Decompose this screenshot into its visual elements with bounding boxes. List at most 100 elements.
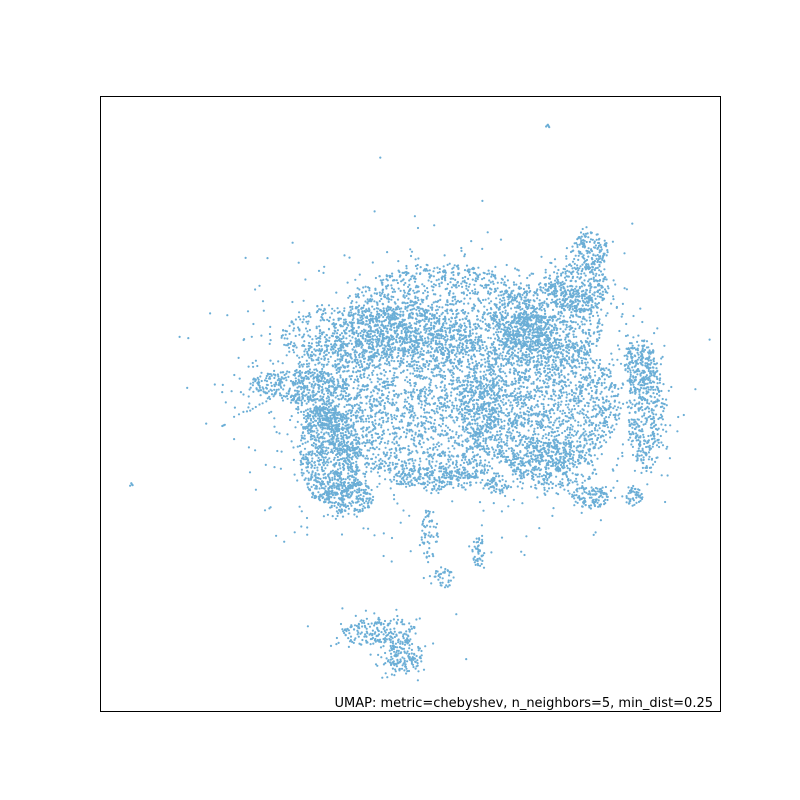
scatter-point [583, 378, 586, 381]
scatter-point [370, 381, 373, 384]
scatter-point [395, 427, 398, 430]
scatter-point [378, 442, 381, 445]
scatter-point [534, 420, 538, 423]
scatter-point [506, 431, 509, 434]
scatter-point [550, 434, 553, 437]
scatter-point [258, 284, 261, 287]
scatter-point [355, 301, 358, 304]
scatter-point [315, 358, 318, 361]
scatter-point [459, 411, 462, 414]
scatter-point [523, 421, 526, 424]
scatter-point [375, 398, 378, 401]
scatter-point [452, 303, 455, 306]
scatter-point [401, 412, 404, 415]
scatter-point [483, 400, 486, 403]
scatter-point [393, 442, 396, 445]
scatter-point [468, 371, 471, 374]
scatter-point [455, 355, 458, 358]
scatter-point [353, 396, 356, 399]
scatter-point [492, 401, 496, 404]
scatter-point [458, 346, 461, 349]
scatter-point [484, 365, 487, 368]
scatter-point [563, 411, 567, 415]
scatter-point [404, 398, 407, 401]
scatter-point [589, 386, 593, 389]
scatter-point [540, 413, 543, 416]
scatter-point [433, 452, 436, 455]
scatter-point [379, 294, 382, 297]
scatter-point [532, 433, 535, 436]
scatter-point [457, 408, 461, 411]
scatter-point [490, 374, 493, 377]
scatter-point [374, 422, 377, 425]
scatter-point [391, 461, 394, 464]
scatter-point [483, 387, 486, 391]
scatter-point [298, 365, 301, 369]
scatter-point [519, 385, 522, 388]
scatter-point [492, 369, 495, 372]
scatter-point [445, 416, 448, 419]
scatter-point [471, 446, 474, 449]
scatter-point [561, 412, 564, 415]
scatter-point [518, 374, 522, 378]
scatter-point [307, 400, 310, 403]
scatter-point [435, 410, 438, 413]
scatter-point [310, 385, 313, 388]
scatter-point [543, 370, 546, 373]
scatter-point [408, 406, 411, 409]
scatter-point [575, 433, 578, 436]
scatter-point [555, 417, 559, 420]
scatter-point [435, 443, 438, 446]
scatter-point [303, 417, 306, 420]
scatter-point [580, 434, 583, 437]
scatter-point [561, 387, 565, 390]
scatter-point [395, 441, 398, 444]
scatter-point [465, 264, 469, 267]
scatter-point [362, 337, 365, 340]
scatter-point [419, 399, 422, 402]
scatter-point [568, 428, 572, 431]
scatter-point [502, 412, 505, 415]
scatter-point [597, 424, 600, 427]
scatter-point [397, 458, 400, 461]
scatter-point [308, 362, 311, 365]
scatter-point [537, 413, 541, 416]
scatter-point [478, 416, 481, 419]
scatter-point [390, 447, 393, 451]
scatter-point [521, 487, 524, 490]
scatter-point [552, 388, 555, 391]
scatter-point [599, 436, 602, 439]
scatter-point [597, 499, 600, 502]
scatter-point [408, 449, 411, 452]
scatter-point [585, 363, 588, 366]
scatter-point [312, 380, 315, 383]
scatter-point [539, 425, 542, 428]
scatter-point [609, 385, 612, 388]
scatter-point [441, 357, 444, 360]
scatter-point [432, 437, 435, 440]
scatter-point [376, 373, 379, 376]
scatter-point [413, 411, 416, 415]
scatter-point [490, 427, 493, 430]
scatter-point [510, 449, 513, 453]
scatter-point [474, 280, 478, 283]
scatter-point [493, 391, 496, 394]
scatter-point [606, 312, 609, 315]
scatter-point [497, 423, 500, 426]
scatter-point [366, 395, 369, 398]
scatter-point [546, 442, 549, 445]
scatter-point [469, 435, 472, 438]
scatter-point [613, 416, 617, 419]
scatter-point [464, 275, 467, 279]
scatter-point [362, 430, 365, 433]
scatter-point [586, 361, 589, 364]
scatter-point [456, 386, 459, 389]
scatter-point [524, 437, 528, 440]
scatter-point [352, 413, 355, 417]
scatter-point [428, 317, 431, 320]
scatter-point [407, 422, 410, 426]
scatter-point [566, 426, 569, 429]
scatter-point [290, 440, 293, 443]
scatter-point [374, 412, 377, 415]
scatter-point [362, 331, 365, 334]
